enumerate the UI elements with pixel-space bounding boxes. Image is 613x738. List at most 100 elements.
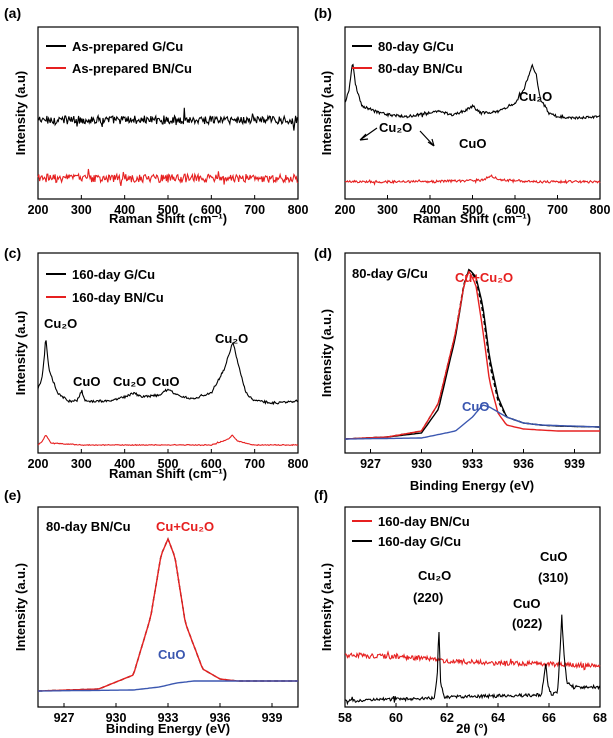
x-tick-label: 300 <box>71 457 92 471</box>
plot-frame <box>37 506 299 708</box>
x-tick-label: 300 <box>71 203 92 217</box>
series-line <box>344 614 601 706</box>
series-layer <box>37 107 299 187</box>
y-axis-label: Intensity (a.u) <box>319 71 334 156</box>
x-tick-label: 936 <box>210 711 231 725</box>
x-tick-label: 200 <box>335 203 356 217</box>
legend-label: 160-day G/Cu <box>378 534 461 549</box>
x-tick-label: 600 <box>201 457 222 471</box>
plot-frame <box>37 252 299 454</box>
peak-annotation: Cu₂O <box>215 331 248 346</box>
peak-annotation: CuO <box>73 374 100 389</box>
x-tick-label: 66 <box>542 711 556 725</box>
x-ticks: 200 300 400 500 600 700 800 <box>28 195 309 217</box>
legend: 160-day BN/Cu 160-day G/Cu <box>352 514 470 549</box>
series-line <box>37 168 299 187</box>
series-line <box>37 340 299 406</box>
x-tick-label: 930 <box>106 711 127 725</box>
panel-b: (b) 200 300 400 500 600 700 800 80-day G/Cu 80… <box>314 5 610 226</box>
peak-annotation: CuO <box>462 399 489 414</box>
series-line <box>344 174 601 186</box>
series-line <box>38 680 298 692</box>
panel-label: (f) <box>314 487 328 503</box>
peak-annotation: Cu₂O <box>113 374 146 389</box>
x-tick-label: 927 <box>54 711 75 725</box>
peak-annotation: Cu₂O <box>44 316 77 331</box>
x-tick-label: 200 <box>28 457 49 471</box>
panel-f: (f) 58 60 62 64 66 68 160-day BN/Cu 160-day G… <box>314 487 607 736</box>
panel-label: (c) <box>4 245 21 261</box>
series-line <box>344 63 601 121</box>
x-tick-label: 936 <box>513 457 534 471</box>
x-tick-label: 939 <box>262 711 283 725</box>
peak-annotation: Cu+Cu₂O <box>455 270 513 285</box>
peak-annotation: CuO <box>513 596 540 611</box>
legend-label: 160-day BN/Cu <box>72 290 164 305</box>
x-tick-label: 58 <box>338 711 352 725</box>
peak-annotation: Cu₂O <box>379 120 412 135</box>
x-tick-label: 400 <box>420 203 441 217</box>
x-axis-label: Binding Energy (eV) <box>410 478 534 493</box>
peak-annotation: Cu+Cu₂O <box>156 519 214 534</box>
x-tick-label: 933 <box>158 711 179 725</box>
series-line <box>37 537 298 692</box>
x-tick-label: 700 <box>244 457 265 471</box>
x-tick-label: 700 <box>244 203 265 217</box>
peak-annotation: CuO <box>158 647 185 662</box>
series-layer <box>344 63 601 186</box>
y-axis-label: Intensity (a.u) <box>13 311 28 396</box>
panel-d: (d) 927 930 933 936 939 80-day G/Cu Cu+Cu₂O … <box>314 245 601 493</box>
x-tick-label: 64 <box>491 711 505 725</box>
series-line <box>37 537 298 692</box>
y-axis-label: Intensity (a.u.) <box>13 563 28 651</box>
panel-label: (e) <box>4 487 21 503</box>
legend: As-prepared G/Cu As-prepared BN/Cu <box>46 39 192 76</box>
legend-label: 160-day G/Cu <box>72 267 155 282</box>
plot-frame <box>344 506 601 708</box>
peak-annotation: CuO <box>540 549 567 564</box>
series-line <box>37 434 299 447</box>
series-line <box>37 107 299 131</box>
legend-label: 160-day BN/Cu <box>378 514 470 529</box>
x-tick-label: 68 <box>593 711 607 725</box>
legend-label: As-prepared G/Cu <box>72 39 183 54</box>
x-ticks: 927 930 933 936 939 <box>360 449 585 471</box>
panel-label: (a) <box>4 5 21 21</box>
x-tick-label: 939 <box>564 457 585 471</box>
annotation-arrow <box>359 127 378 141</box>
series-layer <box>37 537 298 692</box>
x-tick-label: 930 <box>411 457 432 471</box>
panel-title: 80-day BN/Cu <box>46 519 131 534</box>
x-tick-label: 800 <box>288 457 309 471</box>
legend-label: 80-day G/Cu <box>378 39 454 54</box>
y-axis-label: Intensity (a.u) <box>13 71 28 156</box>
peak-annotation: CuO <box>459 136 486 151</box>
x-ticks: 200 300 400 500 600 700 800 <box>335 195 611 217</box>
x-tick-label: 200 <box>28 203 49 217</box>
series-layer <box>344 268 601 440</box>
series-line <box>344 270 600 440</box>
x-tick-label: 800 <box>288 203 309 217</box>
legend: 80-day G/Cu 80-day BN/Cu <box>352 39 463 76</box>
x-ticks: 200 300 400 500 600 700 800 <box>28 449 309 471</box>
y-axis-label: Intensity (a.u.) <box>319 309 334 397</box>
peak-annotation: (220) <box>413 590 443 605</box>
peak-annotation: Cu₂O <box>418 568 451 583</box>
x-tick-label: 933 <box>462 457 483 471</box>
panel-a: (a) 200 300 400 500 600 700 800 As-prepared G/… <box>4 5 308 226</box>
x-ticks: 927 930 933 936 939 <box>54 703 283 725</box>
series-layer <box>37 340 299 447</box>
x-tick-label: 600 <box>201 203 222 217</box>
series-line <box>344 650 601 671</box>
x-tick-label: 800 <box>590 203 611 217</box>
x-axis-label: Binding Energy (eV) <box>106 721 230 736</box>
x-tick-label: 300 <box>377 203 398 217</box>
panel-label: (b) <box>314 5 332 21</box>
legend: 160-day G/Cu 160-day BN/Cu <box>46 267 164 305</box>
x-tick-label: 500 <box>462 203 483 217</box>
x-tick-label: 60 <box>389 711 403 725</box>
peak-annotation: Cu₂O <box>519 89 552 104</box>
x-axis-label: 2θ (°) <box>456 721 488 736</box>
series-layer <box>344 614 601 706</box>
